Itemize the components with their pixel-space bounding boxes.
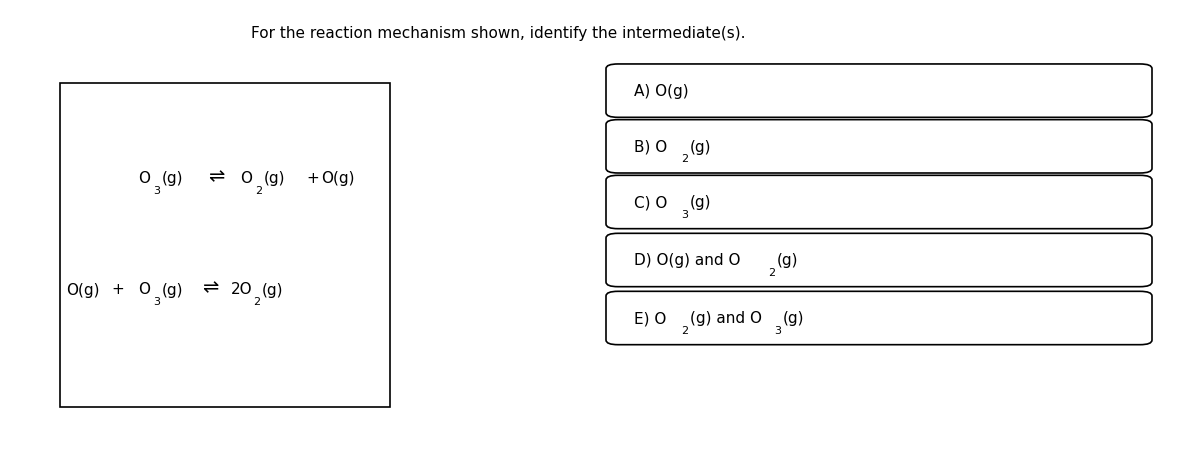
Text: O(g): O(g) (322, 171, 355, 186)
Text: ⇌: ⇌ (208, 167, 224, 185)
FancyBboxPatch shape (606, 292, 1152, 345)
Text: 3: 3 (774, 325, 781, 335)
Text: (g): (g) (262, 282, 283, 297)
Text: 2O: 2O (230, 282, 252, 297)
Text: (g): (g) (776, 253, 798, 268)
Text: 2: 2 (682, 154, 689, 164)
Text: 2: 2 (768, 268, 775, 277)
Text: 2: 2 (682, 325, 689, 335)
Text: (g): (g) (162, 171, 184, 186)
Text: (g): (g) (690, 195, 712, 210)
Text: E) O: E) O (634, 311, 666, 326)
Text: (g): (g) (690, 139, 712, 155)
Text: A) O(g): A) O(g) (634, 84, 689, 99)
Text: O: O (138, 171, 150, 186)
Text: (g) and O: (g) and O (690, 311, 762, 326)
Text: C) O: C) O (634, 195, 667, 210)
Text: O(g): O(g) (66, 282, 100, 297)
Text: 3: 3 (154, 296, 161, 307)
Text: (g): (g) (782, 311, 804, 326)
Text: 3: 3 (154, 185, 161, 195)
Text: ⇌: ⇌ (202, 278, 218, 296)
Text: B) O: B) O (634, 139, 667, 155)
FancyBboxPatch shape (60, 83, 390, 407)
FancyBboxPatch shape (606, 65, 1152, 118)
Text: +: + (112, 282, 125, 297)
Text: O: O (240, 171, 252, 186)
Text: (g): (g) (162, 282, 184, 297)
Text: O: O (138, 282, 150, 297)
Text: (g): (g) (264, 171, 286, 186)
Text: 2: 2 (256, 185, 263, 195)
Text: 3: 3 (682, 210, 689, 219)
Text: 2: 2 (253, 296, 260, 307)
Text: +: + (306, 171, 319, 186)
FancyBboxPatch shape (606, 234, 1152, 287)
FancyBboxPatch shape (606, 176, 1152, 229)
Text: D) O(g) and O: D) O(g) and O (634, 253, 740, 268)
FancyBboxPatch shape (606, 120, 1152, 174)
Text: For the reaction mechanism shown, identify the intermediate(s).: For the reaction mechanism shown, identi… (251, 25, 745, 40)
